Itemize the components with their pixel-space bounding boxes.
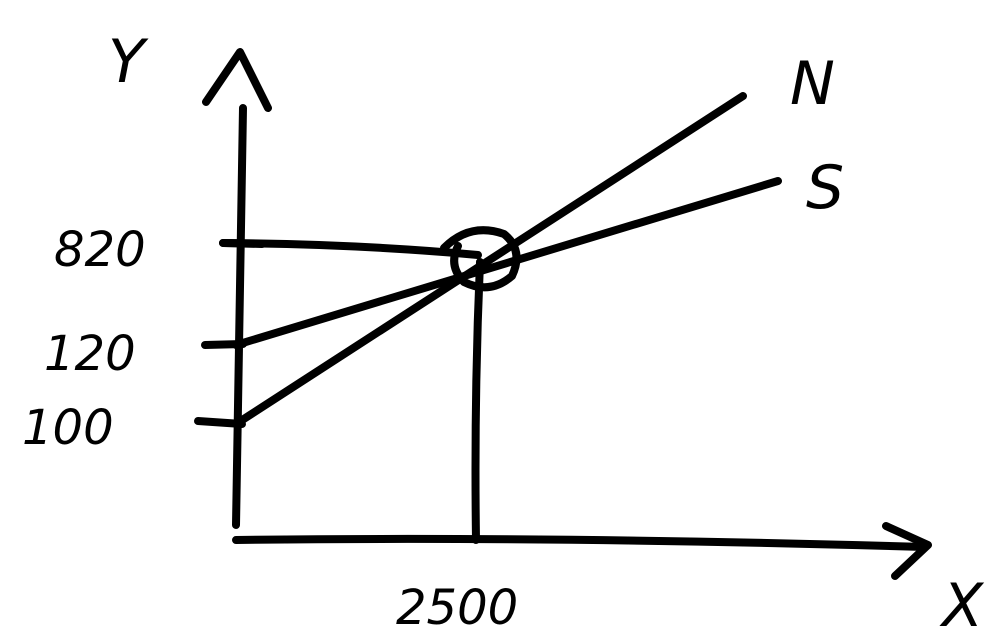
y-axis-arrow xyxy=(202,48,272,112)
y-tick-label-100: 100 xyxy=(22,400,114,456)
y-tick-label-120: 120 xyxy=(44,326,136,382)
x-tick-label-2500: 2500 xyxy=(396,580,518,635)
series-line-s xyxy=(232,177,782,349)
series-line-n xyxy=(232,92,747,428)
guide-820 xyxy=(219,239,482,259)
equilibrium-circle xyxy=(440,226,521,292)
y-tick-label-820: 820 xyxy=(54,222,146,278)
x-axis-label: X xyxy=(939,571,985,635)
y-axis xyxy=(232,104,247,529)
y-axis-label: Y xyxy=(108,27,149,97)
x-axis xyxy=(232,534,929,551)
series-label-s: S xyxy=(806,153,844,223)
guide-2500 xyxy=(471,258,484,544)
series-label-n: N xyxy=(790,49,835,119)
x-axis-arrow xyxy=(882,522,932,580)
